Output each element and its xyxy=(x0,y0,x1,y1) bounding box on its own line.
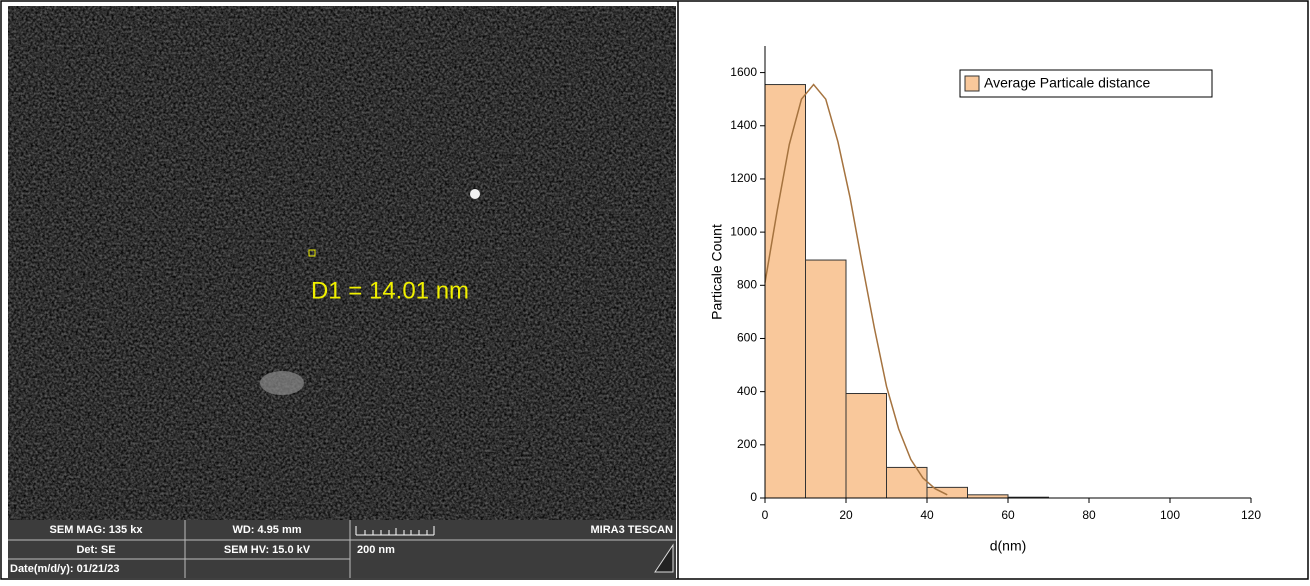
y-tick-label: 1600 xyxy=(730,65,757,79)
bar xyxy=(846,394,887,498)
x-tick-label: 100 xyxy=(1160,508,1180,522)
page: D1 = 14.01 nm SEM MAG: 135 kx WD: 4.95 m… xyxy=(0,0,1310,581)
y-axis-label: Particale Count xyxy=(709,224,725,320)
x-tick-label: 0 xyxy=(762,508,769,522)
y-tick-label: 1400 xyxy=(730,118,757,132)
bar xyxy=(765,85,806,498)
sem-texture xyxy=(8,6,676,520)
y-tick-label: 0 xyxy=(750,490,757,504)
info-text: SEM HV: 15.0 kV xyxy=(224,544,311,556)
y-tick-label: 200 xyxy=(737,437,757,451)
y-tick-label: 400 xyxy=(737,384,757,398)
info-text: Det: SE xyxy=(76,544,115,556)
info-text: 200 nm xyxy=(357,544,395,556)
info-text: Date(m/d/y): 01/21/23 xyxy=(10,563,119,575)
sem-feature xyxy=(470,189,480,199)
x-tick-label: 40 xyxy=(920,508,934,522)
info-text: WD: 4.95 mm xyxy=(232,524,301,536)
legend-label: Average Particale distance xyxy=(984,75,1150,91)
bar xyxy=(887,467,928,498)
x-axis-label: d(nm) xyxy=(990,538,1027,554)
x-tick-label: 60 xyxy=(1001,508,1015,522)
x-tick-label: 120 xyxy=(1241,508,1261,522)
y-tick-label: 600 xyxy=(737,331,757,345)
bar xyxy=(806,260,847,498)
y-tick-label: 800 xyxy=(737,277,757,291)
y-tick-label: 1200 xyxy=(730,171,757,185)
info-text: SEM MAG: 135 kx xyxy=(50,524,144,536)
x-tick-label: 20 xyxy=(839,508,853,522)
x-tick-label: 80 xyxy=(1082,508,1096,522)
sem-feature xyxy=(260,371,304,395)
info-text: MIRA3 TESCAN xyxy=(590,524,673,536)
bar xyxy=(927,487,968,498)
y-tick-label: 1000 xyxy=(730,224,757,238)
legend-swatch xyxy=(965,76,979,91)
annotation: D1 = 14.01 nm xyxy=(311,277,469,304)
